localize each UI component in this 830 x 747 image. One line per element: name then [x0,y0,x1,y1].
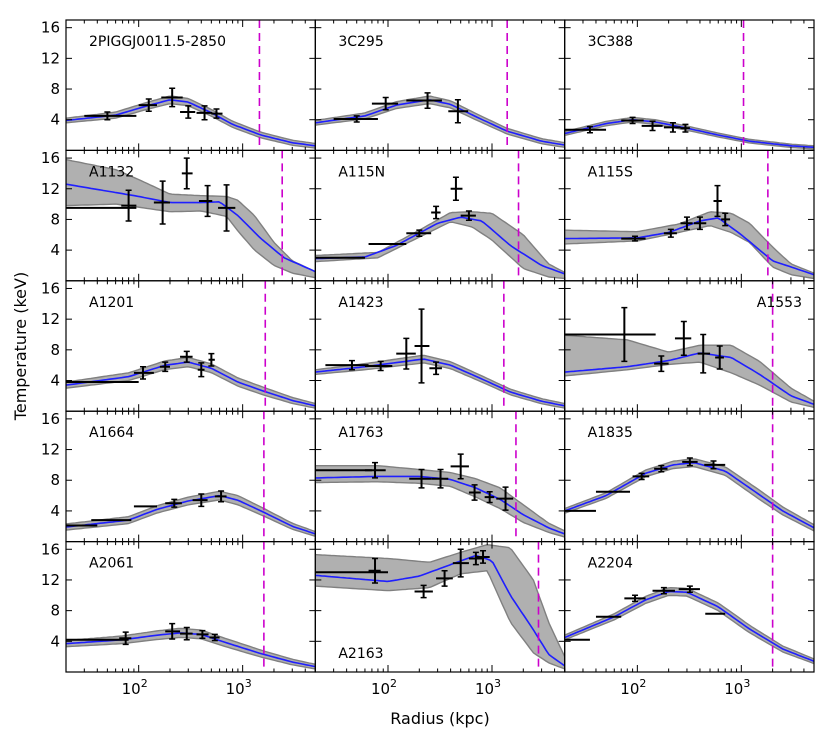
panel-plot-area [66,150,316,281]
panel-a1835: A1835 [564,410,815,543]
panel-title: A1763 [338,425,383,441]
panel-title: A1423 [338,295,383,311]
x-tick-label: 102 [620,677,646,698]
uncertainty-band [564,458,815,532]
x-tick-exponent: 3 [743,677,750,690]
uncertainty-band [315,354,565,409]
panel-a2163: 102 103 A2163 [314,540,566,698]
x-tick-exponent: 2 [141,677,148,690]
panel-title: A2204 [588,556,633,572]
uncertainty-band [315,95,565,149]
panel-title: A115S [588,164,633,180]
panel-plot-area [315,150,565,281]
y-tick-label: 12 [41,180,60,198]
y-tick-label: 4 [50,372,60,390]
model-line [315,555,565,667]
uncertainty-band [564,334,815,409]
panel-plot-area [66,541,316,672]
panel-grid: 4 8 12 16 2PIGGJ0011.5-2850 3C295 3C388 4 8 12 16 A… [41,19,815,698]
panel-title: A2061 [89,556,134,572]
x-tick-exponent: 3 [494,677,501,690]
panel-frame [564,540,815,673]
panel-a1553: A1553 [564,280,815,412]
panel-2piggj0011.5-2850: 4 8 12 16 2PIGGJ0011.5-2850 [41,19,316,151]
y-tick-label: 8 [50,80,60,98]
y-tick-label: 16 [41,279,60,297]
y-tick-label: 12 [41,571,60,589]
y-tick-label: 16 [41,149,60,167]
panel-plot-area [564,541,815,672]
panel-plot-area [315,20,565,151]
y-tick-label: 4 [50,632,60,650]
panel-title: 2PIGGJ0011.5-2850 [89,34,226,50]
panel-plot-area [315,541,565,672]
model-line [66,494,316,535]
y-tick-label: 16 [41,19,60,37]
y-axis-label: Temperature (keV) [11,272,30,421]
panel-plot-area [564,411,815,542]
y-tick-label: 8 [50,602,60,620]
y-tick-label: 12 [41,310,60,328]
y-tick-label: 8 [50,210,60,228]
model-line [66,183,316,273]
uncertainty-band [66,490,316,537]
panel-a1423: A1423 [314,280,566,412]
panel-a115s: A115S [564,149,815,282]
uncertainty-band [315,211,565,280]
x-tick-exponent: 2 [390,677,397,690]
y-tick-label: 12 [41,49,60,67]
panel-a1201: 4 8 12 16 A1201 [41,279,316,412]
x-tick-label: 103 [724,677,750,698]
x-tick-label: 102 [122,677,148,698]
panel-plot-area [315,280,565,412]
panel-3c388: 3C388 [564,19,815,151]
y-tick-label: 4 [50,502,60,520]
y-tick-label: 16 [41,540,60,558]
panel-title: A1553 [757,295,802,311]
uncertainty-band [315,544,565,670]
panel-a1763: A1763 [314,410,566,543]
y-tick-label: 4 [50,111,60,129]
panel-title: A1132 [89,164,134,180]
panel-title: 3C295 [338,34,383,50]
panel-title: A115N [338,164,385,180]
y-tick-label: 8 [50,341,60,359]
x-tick-label: 102 [371,677,397,698]
panel-3c295: 3C295 [314,19,566,151]
model-line [564,590,815,663]
panel-title: 3C388 [588,34,633,50]
y-tick-label: 16 [41,410,60,428]
y-tick-label: 8 [50,471,60,489]
model-line [564,352,815,406]
x-axis-label: Radius (kpc) [390,709,489,728]
panel-a1132: 4 8 12 16 A1132 [41,149,316,282]
model-line [66,361,316,407]
uncertainty-band [564,211,815,280]
panel-title: A1835 [588,425,633,441]
panel-plot-area [66,411,316,542]
panel-a1664: 4 8 12 16 A1664 [41,410,316,543]
y-tick-label: 12 [41,441,60,459]
uncertainty-band [564,586,815,665]
model-line [564,217,815,276]
x-tick-label: 103 [226,677,252,698]
x-tick-exponent: 3 [245,677,252,690]
panel-plot-area [564,150,815,281]
panel-title: A2163 [338,646,383,662]
model-line [315,358,565,407]
panel-a2204: 102 103 A2204 [564,540,815,698]
x-tick-exponent: 2 [639,677,646,690]
panel-title: A1201 [89,295,134,311]
panel-plot-area [315,411,565,542]
panel-a2061: 4 8 12 16 102 103 A2061 [41,540,316,698]
panel-title: A1664 [89,425,134,441]
x-tick-label: 103 [475,677,501,698]
panel-a115n: A115N [314,149,566,282]
y-tick-label: 4 [50,241,60,259]
